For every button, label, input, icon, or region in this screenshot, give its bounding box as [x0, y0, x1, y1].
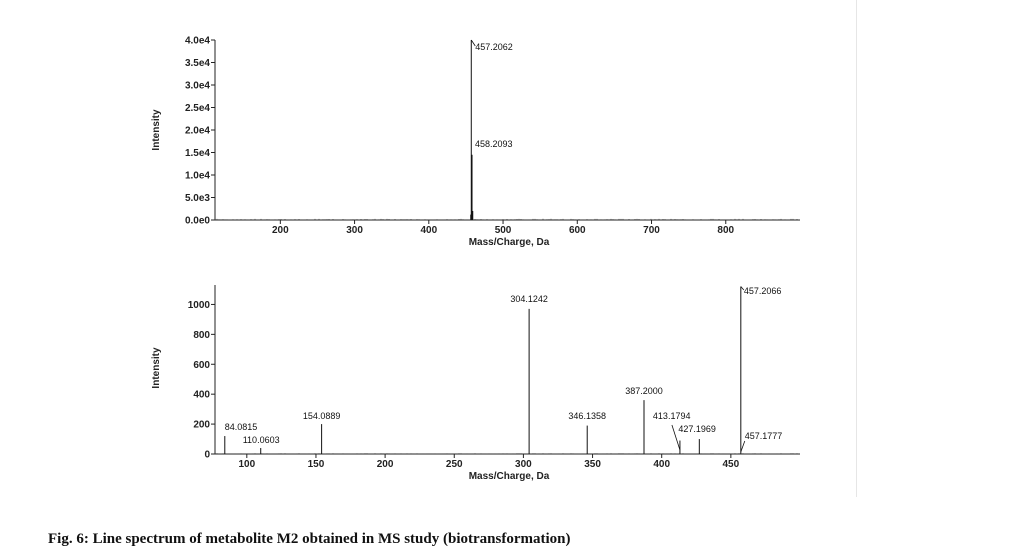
- x-tick-label: 300: [346, 225, 363, 236]
- noise-trace: [214, 453, 800, 454]
- peak-label: 110.0603: [243, 435, 280, 445]
- y-tick-label: 1000: [188, 300, 211, 311]
- x-tick-label: 700: [643, 225, 660, 236]
- y-tick-label: 3.5e4: [185, 58, 210, 69]
- y-tick-label: 600: [193, 360, 210, 371]
- x-tick-label: 350: [584, 459, 601, 470]
- y-tick-label: 1.0e4: [185, 171, 210, 182]
- x-tick-label: 450: [723, 459, 740, 470]
- peak-label: 458.2093: [475, 139, 513, 149]
- x-tick-label: 250: [446, 459, 463, 470]
- y-tick-label: 0.0e0: [185, 216, 210, 227]
- baseline-noise: [214, 453, 800, 454]
- label-leader: [740, 286, 745, 291]
- x-tick-label: 200: [272, 225, 289, 236]
- product-ion-spectrum: Mass/Charge, Da Intensity 0 200 400 600 800 1…: [151, 285, 800, 482]
- baseline-noise: [214, 218, 800, 220]
- x-axis-title: Mass/Charge, Da: [469, 237, 550, 248]
- peak-group: 457.2062 458.2093: [470, 39, 513, 220]
- y-tick-label: 1.5e4: [185, 148, 210, 159]
- x-tick-label: 600: [569, 225, 586, 236]
- peak-label: 457.1777: [745, 431, 783, 441]
- peak-label: 84.0815: [225, 422, 258, 432]
- peak-label: 457.2066: [744, 286, 782, 296]
- label-leader: [671, 424, 681, 451]
- label-leader: [470, 39, 476, 47]
- y-tick-label: 4.0e4: [185, 36, 210, 47]
- y-axis-title: Intensity: [151, 109, 162, 151]
- peak-label: 413.1794: [653, 411, 691, 421]
- tick-group: 0 200 400 600 800 1000 100 150 200 250 300 350 400 45…: [188, 300, 740, 470]
- peak-label: 387.2000: [625, 386, 663, 396]
- x-tick-label: 400: [420, 225, 437, 236]
- x-tick-label: 150: [308, 459, 325, 470]
- x-axis-title: Mass/Charge, Da: [469, 471, 550, 482]
- peak-label: 427.1969: [678, 424, 716, 434]
- x-tick-label: 500: [495, 225, 512, 236]
- y-tick-label: 5.0e3: [185, 193, 210, 204]
- y-tick-label: 3.0e4: [185, 81, 210, 92]
- peak-label: 346.1358: [568, 411, 606, 421]
- x-tick-label: 100: [238, 459, 255, 470]
- x-tick-label: 400: [653, 459, 670, 470]
- figure-caption: Fig. 6: Line spectrum of metabolite M2 o…: [48, 531, 571, 547]
- x-tick-label: 800: [717, 225, 734, 236]
- peak-label: 457.2062: [475, 42, 513, 52]
- peak-label: 154.0889: [303, 411, 341, 421]
- noise-trace: [214, 218, 800, 220]
- y-tick-label: 2.0e4: [185, 126, 210, 137]
- y-axis-title: Intensity: [151, 347, 162, 389]
- y-tick-label: 2.5e4: [185, 103, 210, 114]
- y-tick-label: 800: [193, 330, 210, 341]
- full-scan-spectrum: Mass/Charge, Da Intensity 0.0e0 5.0e3 1.0e…: [151, 36, 800, 248]
- frame-edge: [856, 0, 857, 497]
- peak-group: 84.0815 110.0603 154.0889 304.1242 346.1358 3…: [224, 286, 783, 454]
- label-leader: [740, 440, 746, 453]
- x-tick-label: 200: [377, 459, 394, 470]
- x-tick-label: 300: [515, 459, 532, 470]
- tick-group: 0.0e0 5.0e3 1.0e4 1.5e4 2.0e4 2.5e4 3.0e4 3.5e4…: [185, 36, 735, 237]
- y-tick-label: 0: [204, 450, 210, 461]
- peak-label: 304.1242: [510, 294, 548, 304]
- y-tick-label: 400: [193, 390, 210, 401]
- y-tick-label: 200: [193, 420, 210, 431]
